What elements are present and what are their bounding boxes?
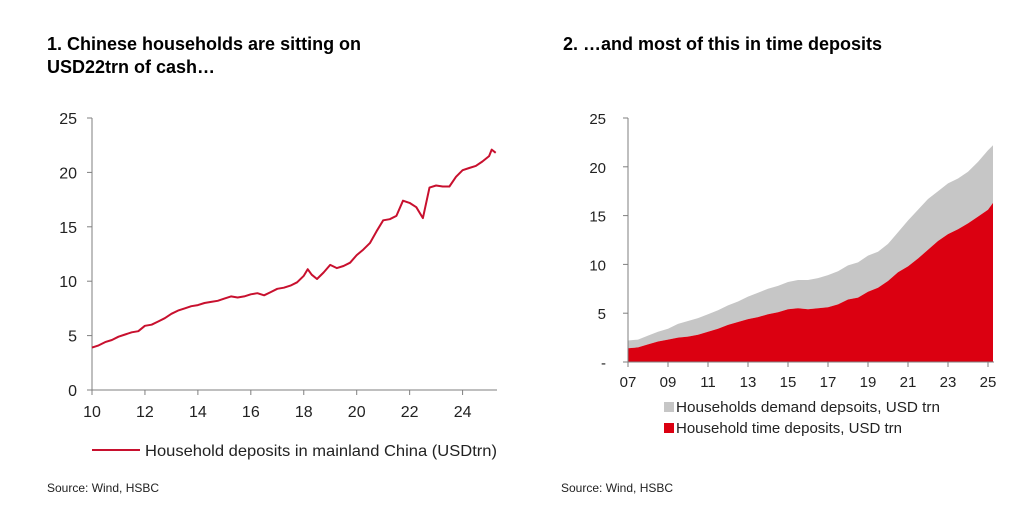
right-x-tick-label: 15 bbox=[780, 374, 797, 391]
left-x-tick-label: 14 bbox=[189, 404, 207, 421]
left-y-tick-label: 15 bbox=[59, 220, 77, 237]
right-x-tick-label: 19 bbox=[860, 374, 877, 391]
right-y-tick-label: 5 bbox=[598, 306, 606, 323]
left-x-tick-label: 24 bbox=[454, 404, 472, 421]
right-y-tick-label: 10 bbox=[589, 257, 606, 274]
left-legend-label: Household deposits in mainland China (US… bbox=[145, 443, 497, 460]
left-y-tick-label: 25 bbox=[59, 111, 77, 128]
right-x-tick-label: 23 bbox=[940, 374, 957, 391]
right-legend-time-label: Household time deposits, USD trn bbox=[676, 420, 902, 437]
right-x-tick-label: 11 bbox=[700, 374, 716, 391]
left-x-tick-label: 20 bbox=[348, 404, 366, 421]
left-chart-title-line2: USD22trn of cash… bbox=[47, 57, 216, 77]
right-legend-demand-swatch bbox=[664, 402, 674, 412]
left-chart-title: 1. Chinese households are sitting on USD2… bbox=[47, 33, 507, 79]
right-chart-title: 2. …and most of this in time deposits bbox=[563, 34, 883, 54]
left-x-tick-label: 16 bbox=[242, 404, 260, 421]
right-source-note: Source: Wind, HSBC bbox=[561, 481, 674, 495]
right-y-tick-label: 15 bbox=[589, 209, 606, 226]
left-y-tick-label: 0 bbox=[68, 383, 77, 400]
left-chart-title-line1: 1. Chinese households are sitting on bbox=[47, 34, 362, 54]
household-deposits-line bbox=[91, 148, 497, 349]
left-source-note: Source: Wind, HSBC bbox=[47, 481, 160, 495]
left-y-tick-label: 5 bbox=[68, 329, 77, 346]
right-x-tick-label: 09 bbox=[660, 374, 677, 391]
right-x-tick-label: 13 bbox=[740, 374, 757, 391]
left-x-tick-label: 12 bbox=[136, 404, 154, 421]
left-y-tick-label: 10 bbox=[59, 274, 77, 291]
right-legend-demand-label: Households demand depsoits, USD trn bbox=[676, 399, 940, 416]
demand-deposits-area bbox=[628, 145, 993, 349]
right-x-tick-label: 17 bbox=[820, 374, 837, 391]
right-y-tick-label: - bbox=[601, 355, 606, 372]
left-y-tick-label: 20 bbox=[59, 165, 77, 182]
time-deposits-area bbox=[628, 202, 993, 362]
left-x-tick-label: 10 bbox=[83, 404, 101, 421]
left-x-tick-label: 22 bbox=[401, 404, 419, 421]
right-y-tick-label: 25 bbox=[589, 111, 606, 128]
right-legend-time-swatch bbox=[664, 423, 674, 433]
right-x-tick-label: 21 bbox=[900, 374, 917, 391]
right-x-tick-label: 25 bbox=[980, 374, 997, 391]
left-x-tick-label: 18 bbox=[295, 404, 313, 421]
right-y-tick-label: 20 bbox=[589, 160, 606, 177]
right-x-tick-label: 07 bbox=[620, 374, 637, 391]
